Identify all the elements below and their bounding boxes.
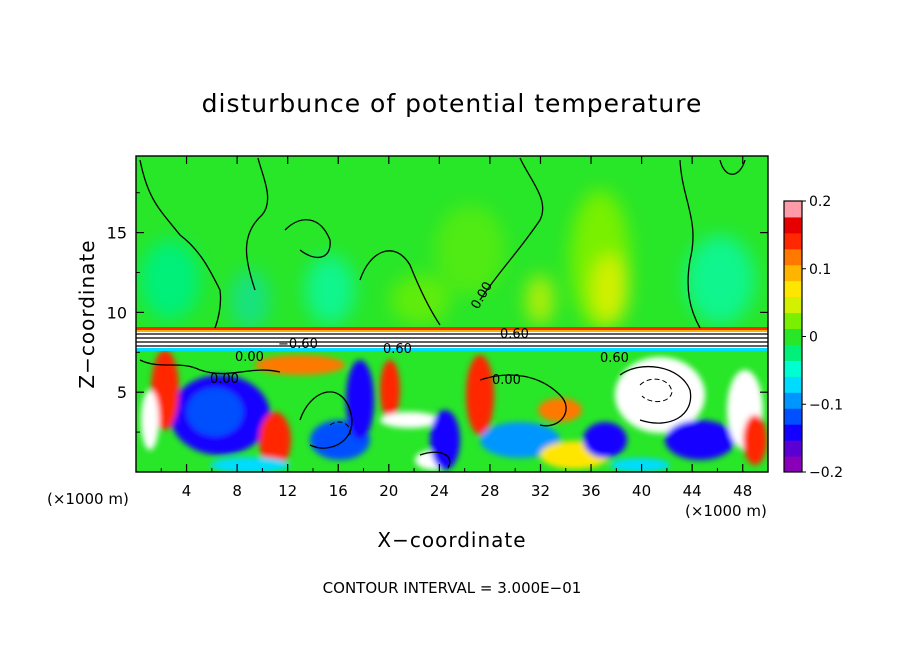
contour-interval-note: CONTOUR INTERVAL = 3.000E−01 bbox=[323, 579, 582, 597]
x-tick-label: 28 bbox=[480, 482, 499, 500]
x-tick-label: 4 bbox=[182, 482, 192, 500]
x-tick-label: 8 bbox=[232, 482, 242, 500]
colorbar-swatch bbox=[784, 280, 802, 298]
colorbar-swatch bbox=[784, 424, 802, 441]
colorbar-swatch bbox=[784, 456, 802, 473]
contour-label: 0.00 bbox=[210, 372, 239, 387]
x-tick-label: 36 bbox=[581, 482, 600, 500]
colorbar-swatch bbox=[784, 296, 802, 314]
y-tick-label: 5 bbox=[117, 383, 127, 402]
colorbar-tick-label: 0 bbox=[809, 330, 818, 346]
plot-area: 0.00 0.00 −0.60 0.60 0.60 0.60 0.00 0.00 bbox=[136, 156, 768, 472]
colorbar-swatch bbox=[784, 216, 802, 234]
colorbar-swatch bbox=[784, 248, 802, 266]
colorbar-swatch bbox=[784, 344, 802, 361]
x-tick-label: 32 bbox=[531, 482, 550, 500]
plot-frame bbox=[135, 155, 769, 473]
colorbar-swatch bbox=[784, 440, 802, 457]
y-tick-label: 10 bbox=[107, 303, 127, 322]
y-axis: 5 10 15 bbox=[107, 192, 768, 433]
contour-label: 0.00 bbox=[235, 350, 264, 365]
colorbar-tick-label: 0.1 bbox=[809, 262, 831, 278]
colorbar-swatch bbox=[784, 328, 802, 345]
chart-title: disturbunce of potential temperature bbox=[202, 89, 703, 118]
interface-band-red bbox=[136, 327, 768, 330]
colorbar-swatch bbox=[784, 312, 802, 330]
colorbar-swatch bbox=[784, 360, 802, 377]
x-tick-label: 48 bbox=[733, 482, 752, 500]
contour-label: −0.60 bbox=[278, 337, 318, 352]
x-tick-label: 24 bbox=[430, 482, 449, 500]
colorbar-swatch bbox=[784, 376, 802, 393]
colorbar-tick-label: −0.1 bbox=[809, 397, 843, 413]
x-axis-label: X−coordinate bbox=[377, 528, 526, 552]
colorbar-swatch bbox=[784, 232, 802, 250]
colorbar-tick-label: −0.2 bbox=[809, 465, 843, 481]
contour-label: 0.60 bbox=[600, 351, 629, 366]
x-tick-label: 20 bbox=[379, 482, 398, 500]
contour-lines bbox=[136, 157, 768, 469]
contour-label: 0.60 bbox=[500, 327, 529, 342]
colorbar-swatch bbox=[784, 201, 802, 218]
x-axis: 4 8 12 16 20 24 28 32 36 40 44 48 bbox=[160, 156, 752, 500]
contour-label: 0.60 bbox=[383, 342, 412, 357]
interface-band-cyan bbox=[136, 348, 768, 351]
colorbar-swatch bbox=[784, 264, 802, 282]
colorbar: 0.2 0.1 0 −0.1 −0.2 bbox=[783, 194, 843, 481]
negative-contours bbox=[329, 378, 673, 436]
upper-field-disturbances bbox=[140, 190, 755, 330]
y-axis-label: Z−coordinate bbox=[75, 239, 99, 388]
colorbar-swatch bbox=[784, 392, 802, 409]
lower-field-eddies bbox=[141, 350, 767, 472]
x-unit-right: (×1000 m) bbox=[685, 502, 767, 520]
interface-band bbox=[136, 332, 768, 348]
contour-label: 0.00 bbox=[492, 373, 521, 388]
x-tick-label: 16 bbox=[329, 482, 348, 500]
colorbar-swatch bbox=[784, 408, 802, 425]
x-unit-left: (×1000 m) bbox=[47, 490, 129, 508]
interface-band-orange bbox=[136, 330, 768, 332]
x-tick-label: 12 bbox=[278, 482, 297, 500]
x-tick-label: 44 bbox=[683, 482, 702, 500]
y-tick-label: 15 bbox=[107, 224, 127, 243]
x-tick-label: 40 bbox=[632, 482, 651, 500]
colorbar-tick-label: 0.2 bbox=[809, 194, 831, 210]
